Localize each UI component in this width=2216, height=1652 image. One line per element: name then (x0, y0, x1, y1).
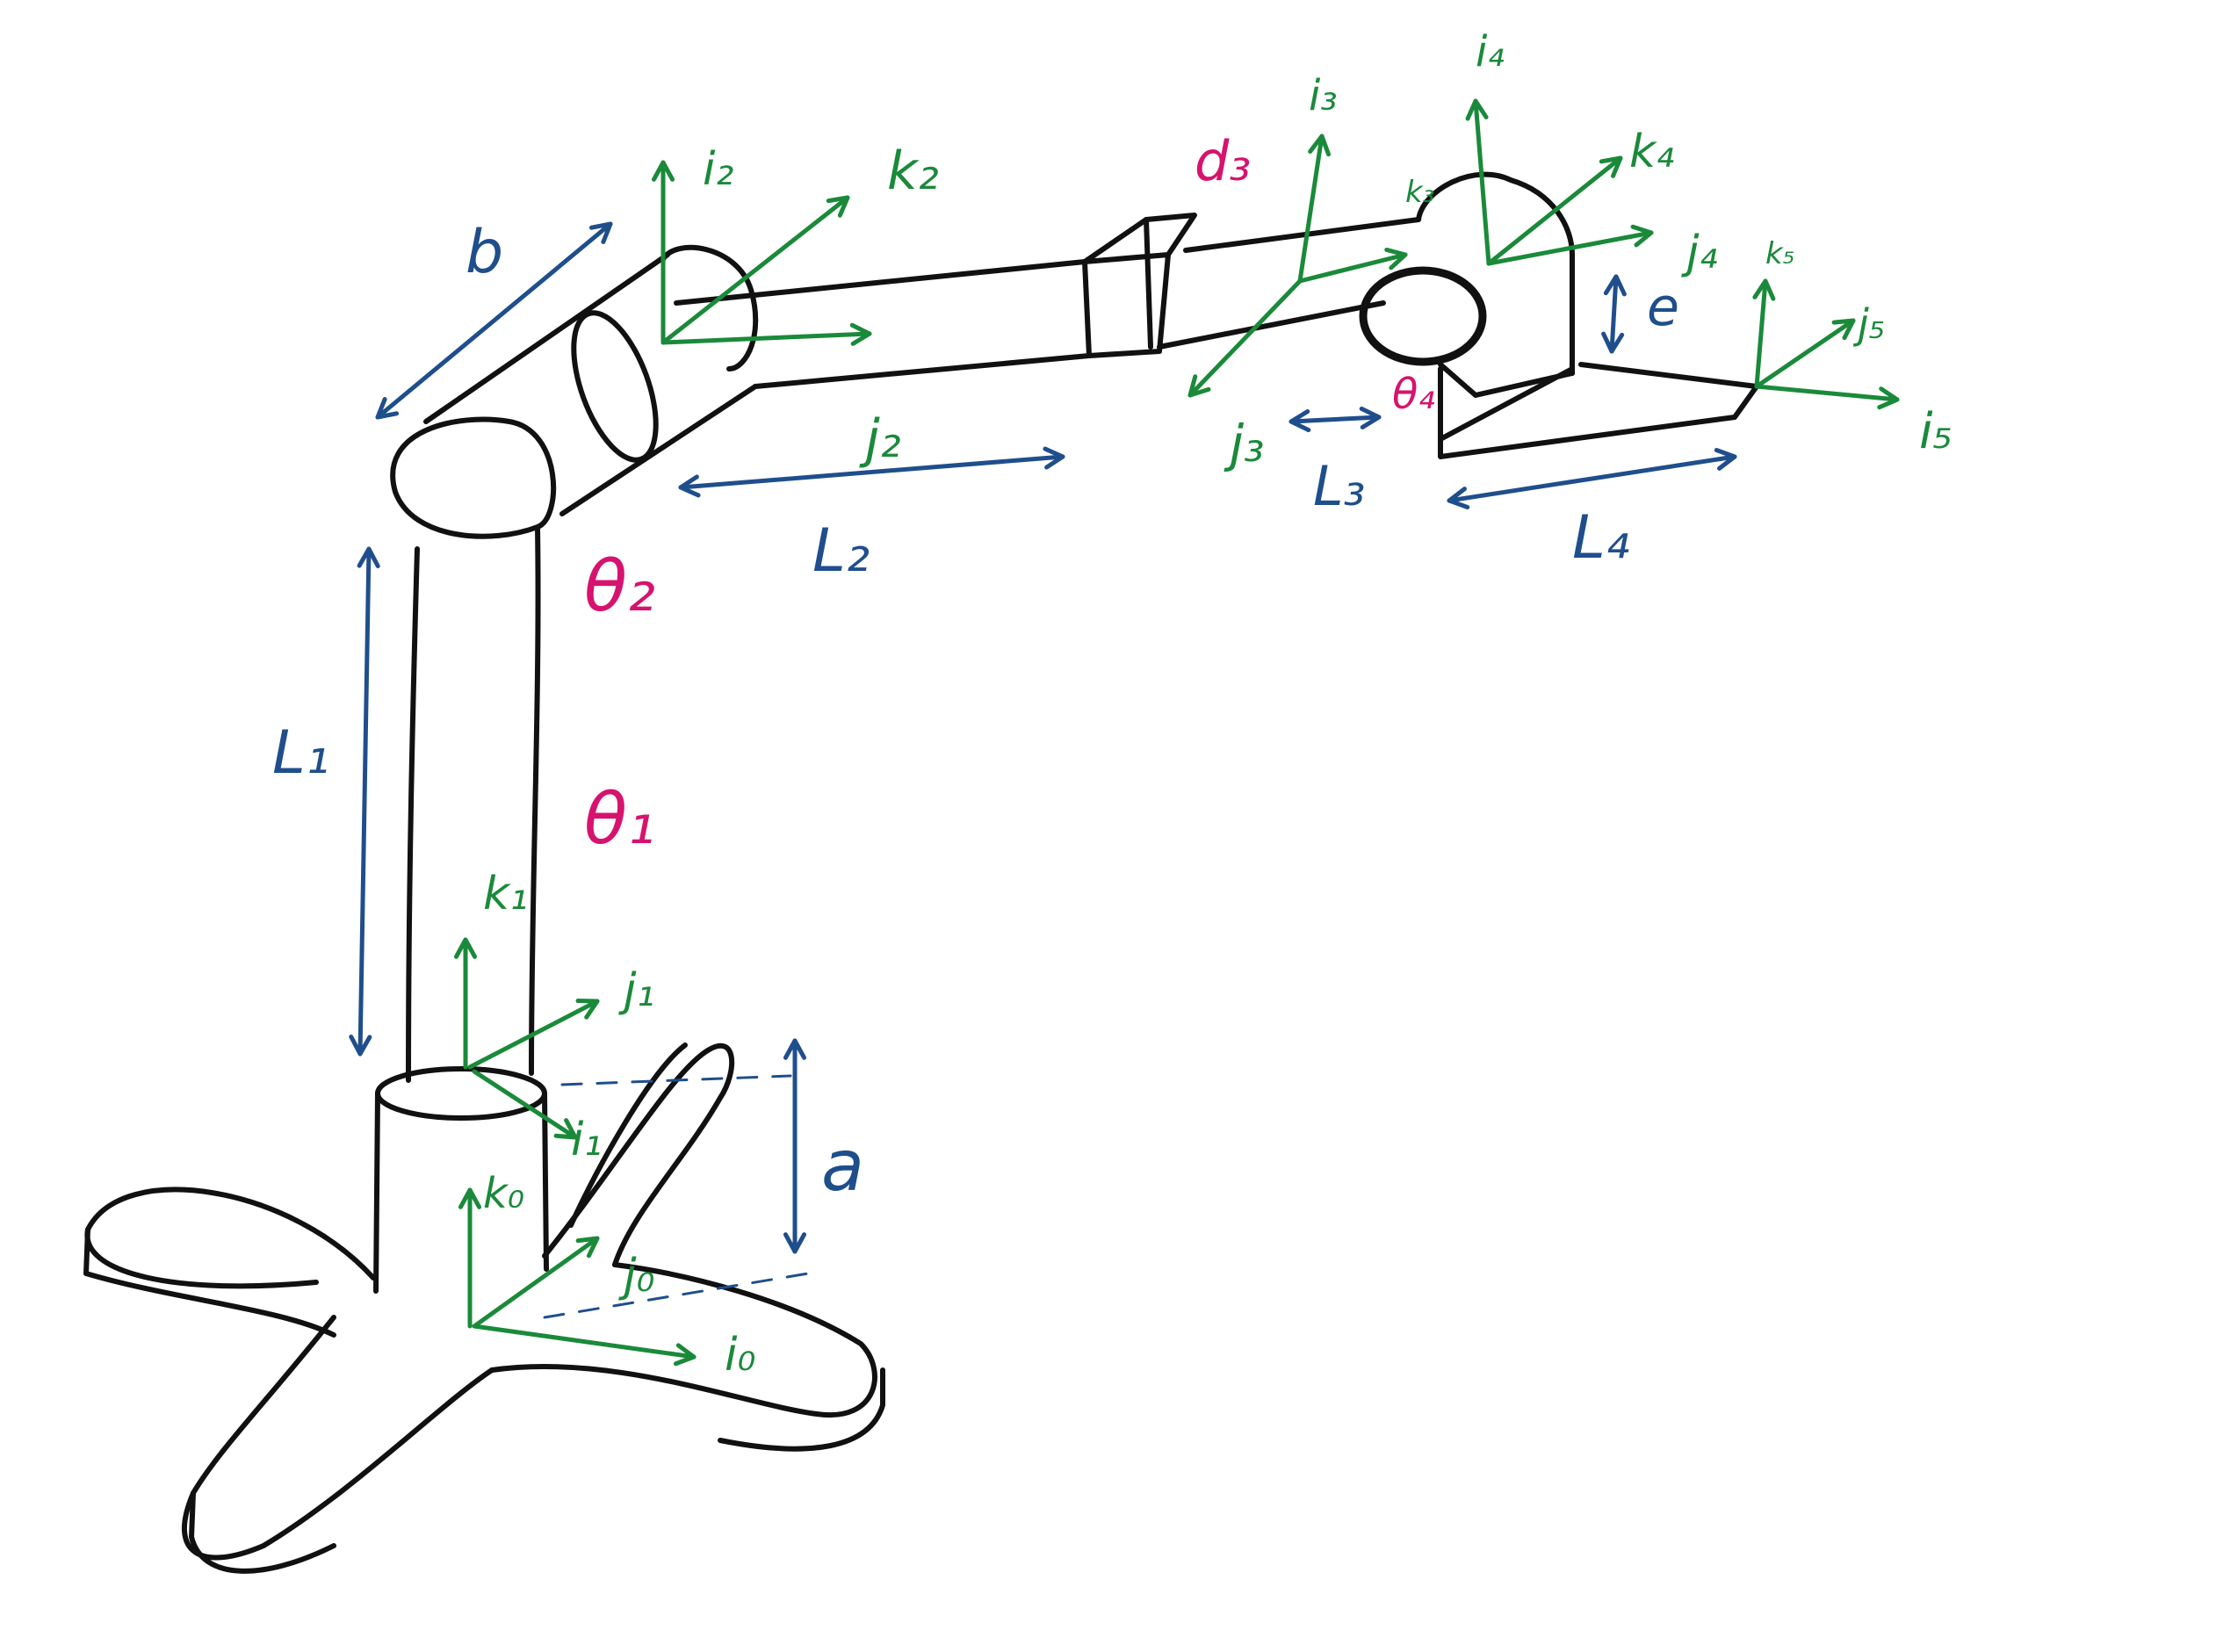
forearm-top-edge (674, 259, 1087, 306)
label-b: b (466, 218, 503, 287)
robot-outline (83, 171, 1759, 1574)
frame1-i-axis (472, 1069, 578, 1140)
dim-L4 (1447, 448, 1737, 509)
dim-L2 (678, 446, 1065, 498)
coordinate-frames (453, 98, 1900, 1367)
label-theta2: θ₂ (584, 545, 655, 627)
label-theta4: θ₄ (1392, 370, 1435, 419)
dim-a (783, 1038, 807, 1254)
label-k3: k₃ (1405, 175, 1434, 210)
label-j3: j₃ (1223, 414, 1264, 473)
frame1-k-axis (453, 937, 478, 1070)
d3-arrow (1199, 206, 1291, 220)
base-foot-right (489, 1262, 877, 1418)
labels: i₀ j₀ k₀ i₁ j₁ k₁ i₂ j₂ k₂ i₃ j₃ k₃ i₄ j… (272, 27, 1953, 1381)
label-e: e (1647, 277, 1679, 338)
label-k2: k₂ (887, 141, 939, 202)
extension-top-edge (1183, 217, 1421, 253)
theta1-arrow (404, 804, 553, 855)
frame4-i-axis (1465, 98, 1491, 266)
guide-top (560, 1074, 792, 1086)
upper-arm-top-edge (423, 252, 670, 424)
label-i3: i₃ (1309, 71, 1338, 120)
shoulder-dome (390, 416, 557, 539)
label-k5: k₅ (1765, 236, 1794, 271)
theta2-arrow (558, 325, 618, 518)
theta2-arrowhead (593, 501, 624, 523)
base-housing-top (375, 1066, 547, 1121)
dim-b (375, 221, 613, 420)
column-right-edge (529, 524, 541, 1076)
frame4-j-axis (1486, 224, 1654, 266)
frame3-i-axis (1297, 133, 1332, 284)
theta1-arrowhead (536, 801, 562, 821)
theta4-arrow (1414, 311, 1439, 343)
frame5-j-axis (1754, 318, 1856, 389)
label-j5: j₅ (1852, 300, 1885, 348)
label-k1: k₁ (483, 868, 528, 920)
label-L3: L₃ (1313, 454, 1365, 518)
wrist-roller (1359, 266, 1487, 366)
column-left-edge (406, 546, 420, 1083)
end-plate (1438, 362, 1759, 459)
dim-L1 (349, 546, 380, 1057)
frame0-i-axis (472, 1324, 697, 1367)
frame0-j-axis (472, 1236, 600, 1329)
base-foot-front (182, 1315, 494, 1561)
base-foot-back-arm (568, 1042, 688, 1228)
label-i4: i₄ (1476, 27, 1505, 76)
d3-arrowhead-l (1199, 209, 1214, 230)
label-d3: d₃ (1195, 129, 1251, 193)
label-i5: i₅ (1919, 403, 1953, 460)
frame2-i-axis (651, 160, 675, 345)
label-i0: i₀ (725, 1329, 755, 1381)
frame5-i-axis (1754, 384, 1900, 410)
upper-arm-bottom-edge (559, 384, 758, 516)
label-i2: i₂ (703, 143, 733, 196)
base-housing-body (373, 1091, 549, 1294)
end-plate-diagonal (1438, 366, 1575, 442)
wrist-housing (1416, 171, 1575, 398)
label-k4: k₄ (1629, 126, 1674, 178)
base-foot-left-thickness (83, 1227, 336, 1338)
forearm-bottom-edge (753, 353, 1092, 389)
dim-L3 (1288, 406, 1382, 433)
guide-lines (543, 1074, 810, 1319)
base-foot-back (542, 1042, 735, 1267)
frame4-k-axis (1486, 155, 1623, 266)
guide-bottom (543, 1272, 810, 1319)
slider-block-front (1144, 217, 1153, 350)
frame1-j-axis (467, 999, 600, 1070)
base-foot-right-thickness (718, 1367, 885, 1452)
shoulder-joint-ring (571, 310, 659, 463)
label-j0: j₀ (618, 1250, 654, 1302)
frame3-j-axis (1187, 278, 1303, 398)
label-L4: L₄ (1572, 503, 1629, 573)
frame2-j-axis (660, 322, 872, 346)
frame3-k-axis (1297, 247, 1408, 284)
label-k0: k₀ (483, 1169, 524, 1218)
d3-arrowhead-r (1278, 197, 1291, 218)
frame5-k-axis (1752, 278, 1776, 389)
slider-block (1082, 213, 1197, 358)
label-j2: j₂ (859, 408, 901, 470)
dimension-arrows (349, 221, 1737, 1254)
frame2-k-axis (660, 195, 850, 345)
label-L2: L₂ (812, 516, 870, 586)
label-j4: j₄ (1681, 227, 1717, 279)
base-foot-front-thickness (189, 1490, 336, 1574)
extension-bottom-edge (1157, 300, 1386, 350)
label-theta1: θ₁ (584, 778, 655, 860)
dim-e (1601, 274, 1627, 354)
label-a: a (821, 1125, 864, 1207)
label-i1: i₁ (571, 1114, 602, 1166)
base-foot-left (84, 1187, 376, 1289)
frame0-k-axis (458, 1187, 482, 1329)
label-j1: j₁ (618, 964, 654, 1017)
label-L1: L₁ (272, 718, 329, 788)
elbow-cap (660, 244, 759, 372)
